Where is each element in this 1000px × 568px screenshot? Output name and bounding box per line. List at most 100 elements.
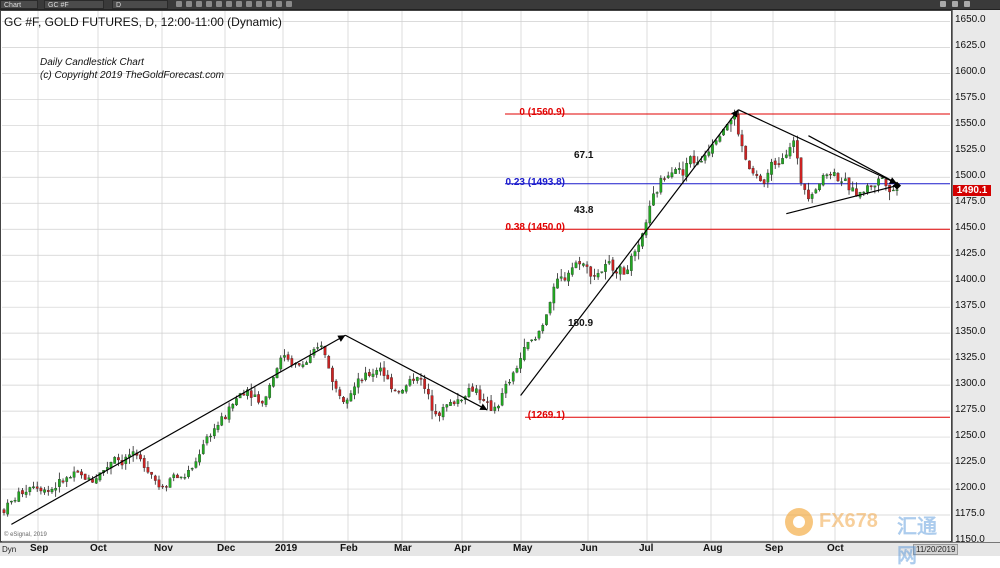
candle-body: [327, 356, 331, 369]
candle-body: [6, 502, 10, 515]
candle-body: [190, 468, 194, 470]
candle-body: [781, 158, 784, 165]
toolbar-icon-7[interactable]: [236, 1, 242, 7]
price-axis[interactable]: [952, 10, 1000, 542]
candle-body: [552, 286, 556, 304]
fx678-logo-icon: [785, 508, 813, 536]
dynamic-label: Dyn: [2, 545, 17, 554]
chart-tab[interactable]: Chart: [0, 0, 38, 9]
candle-body: [622, 267, 626, 275]
y-tick-label: 1650.0: [955, 14, 986, 26]
candle-body: [21, 490, 24, 495]
candle-body: [227, 406, 231, 420]
interval-input[interactable]: D: [112, 0, 168, 9]
candle-body: [364, 372, 367, 380]
candle-body: [91, 478, 94, 483]
watermark-text: FX678: [819, 510, 878, 532]
twitter-icon[interactable]: [286, 1, 292, 7]
toolbar-icon-6[interactable]: [226, 1, 232, 7]
candle-body: [242, 393, 246, 396]
candle-body: [537, 330, 541, 339]
candle-body: [814, 189, 818, 194]
x-tick-label: 2019: [275, 543, 298, 554]
candle-body: [581, 263, 585, 266]
candle-body: [504, 383, 508, 394]
candle-body: [736, 114, 740, 135]
y-tick-label: 1250.0: [955, 430, 986, 442]
candle-body: [39, 487, 43, 492]
window-control-icon-3[interactable]: [964, 1, 970, 7]
candle-body: [788, 147, 792, 157]
candle-body: [700, 161, 703, 163]
window-control-icon[interactable]: [940, 1, 946, 7]
fib-level-label: 0.38 (1450.0): [505, 222, 566, 234]
window-control-icon-2[interactable]: [952, 1, 958, 7]
candle-body: [142, 458, 146, 468]
candle-body: [489, 400, 493, 411]
candle-body: [570, 267, 574, 275]
toolbar-icon-5[interactable]: [216, 1, 222, 7]
candle-body: [150, 471, 153, 475]
candle-body: [98, 472, 102, 481]
y-tick-label: 1550.0: [955, 118, 986, 130]
candle-body: [478, 389, 482, 401]
candle-body: [153, 475, 157, 481]
candle-body: [836, 173, 840, 182]
candle-body: [652, 193, 655, 206]
trend-line: [345, 334, 488, 411]
candle-body: [161, 485, 165, 488]
candle-body: [692, 155, 696, 164]
candle-body: [522, 347, 526, 360]
candle-body: [873, 185, 877, 188]
candle-body: [179, 476, 183, 479]
toolbar-icon-2[interactable]: [186, 1, 192, 7]
candle-body: [445, 404, 449, 408]
x-tick-label: Jun: [580, 543, 598, 554]
candle-body: [397, 391, 401, 393]
chart-area[interactable]: [0, 10, 952, 542]
candle-body: [290, 358, 294, 366]
y-tick-label: 1375.0: [955, 300, 986, 312]
candle-body: [50, 488, 54, 493]
candle-body: [884, 179, 888, 187]
candle-body: [371, 373, 375, 377]
candle-body: [659, 178, 663, 193]
candle-body: [43, 489, 46, 493]
candle-body: [799, 157, 803, 183]
candle-body: [249, 390, 253, 398]
candle-body: [877, 178, 880, 186]
candle-body: [253, 394, 257, 397]
y-tick-label: 1300.0: [955, 378, 986, 390]
candle-body: [770, 161, 773, 175]
candle-body: [714, 140, 718, 145]
candle-body: [825, 174, 829, 177]
toolbar-icon-11[interactable]: [276, 1, 282, 7]
current-date-label: 11/20/2019: [913, 544, 959, 555]
candle-body: [615, 271, 618, 274]
candle-body: [17, 491, 21, 502]
candle-body: [80, 471, 83, 476]
toolbar-icon-1[interactable]: [176, 1, 182, 7]
toolbar-icon-3[interactable]: [196, 1, 202, 7]
candle-body: [744, 145, 748, 160]
toolbar-icon-4[interactable]: [206, 1, 212, 7]
candle-body: [61, 480, 65, 483]
toolbar-icon-8[interactable]: [246, 1, 252, 7]
candle-body: [637, 244, 641, 252]
candle-body: [434, 411, 438, 415]
trend-line: [520, 109, 739, 396]
toolbar-icon-10[interactable]: [266, 1, 272, 7]
candle-body: [548, 302, 552, 314]
candle-body: [851, 187, 855, 192]
x-tick-label: Jul: [639, 543, 654, 554]
candle-body: [46, 490, 50, 492]
y-tick-label: 1475.0: [955, 196, 986, 208]
candle-body: [589, 266, 593, 277]
toolbar-icon-9[interactable]: [256, 1, 262, 7]
candle-body: [530, 339, 534, 342]
time-axis[interactable]: [0, 542, 1000, 556]
candle-body: [773, 160, 777, 165]
candle-body: [482, 398, 486, 402]
symbol-input[interactable]: GC #F: [44, 0, 104, 9]
candle-body: [408, 379, 412, 386]
